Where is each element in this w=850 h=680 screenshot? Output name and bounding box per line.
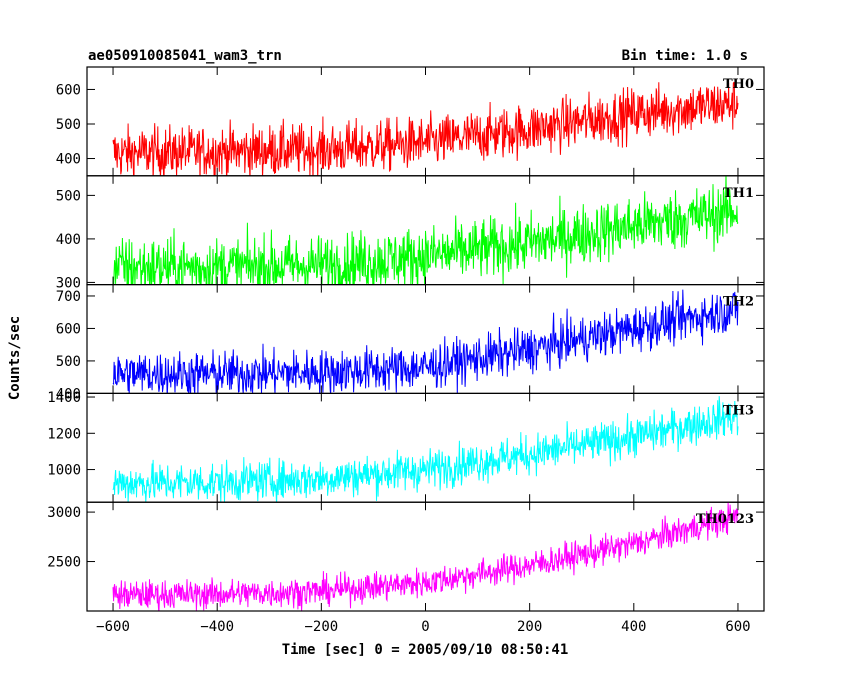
chart-title: ae050910085041_wam3_trn [88,48,282,64]
panel-label-th0: TH0 [723,77,754,92]
panel-label-th1: TH1 [723,186,754,201]
y-tick-label: 1400 [47,390,81,406]
y-tick-label: 600 [56,82,81,98]
series-line-th3 [112,396,739,503]
y-tick-label: 300 [56,275,81,291]
y-tick-label: 1000 [47,463,81,479]
x-tick-label: 0 [421,619,429,635]
series-line-th0123 [112,502,739,612]
y-tick-label: 400 [56,386,81,402]
series-line-th0 [112,81,739,176]
x-tick-label: −200 [304,619,338,635]
x-tick-label: −600 [96,619,130,635]
y-tick-label: 500 [56,188,81,204]
panel-label-th3: TH3 [723,403,754,418]
y-tick-label: 700 [56,289,81,305]
y-tick-label: 1200 [47,426,81,442]
panel-label-th2: TH2 [723,295,754,310]
y-tick-label: 500 [56,117,81,133]
bin-time-label: Bin time: 1.0 s [622,48,748,64]
y-axis-label: Counts/sec [7,316,23,400]
y-tick-label: 3000 [47,505,81,521]
series-line-th2 [112,289,739,394]
x-axis-label: Time [sec] 0 = 2005/09/10 08:50:41 [282,642,569,658]
x-tick-label: 600 [725,619,750,635]
x-tick-label: 200 [517,619,542,635]
y-tick-label: 500 [56,354,81,370]
y-tick-label: 2500 [47,555,81,571]
y-tick-label: 600 [56,321,81,337]
panel-label-th0123: TH0123 [696,512,754,527]
series-line-th1 [113,175,739,285]
x-tick-label: 400 [621,619,646,635]
y-tick-label: 400 [56,152,81,168]
x-tick-label: −400 [200,619,234,635]
panels: 400 500 600 TH0 300 400 500 TH1 400 500 600 700 TH2 1… [47,66,765,635]
y-tick-label: 400 [56,232,81,248]
